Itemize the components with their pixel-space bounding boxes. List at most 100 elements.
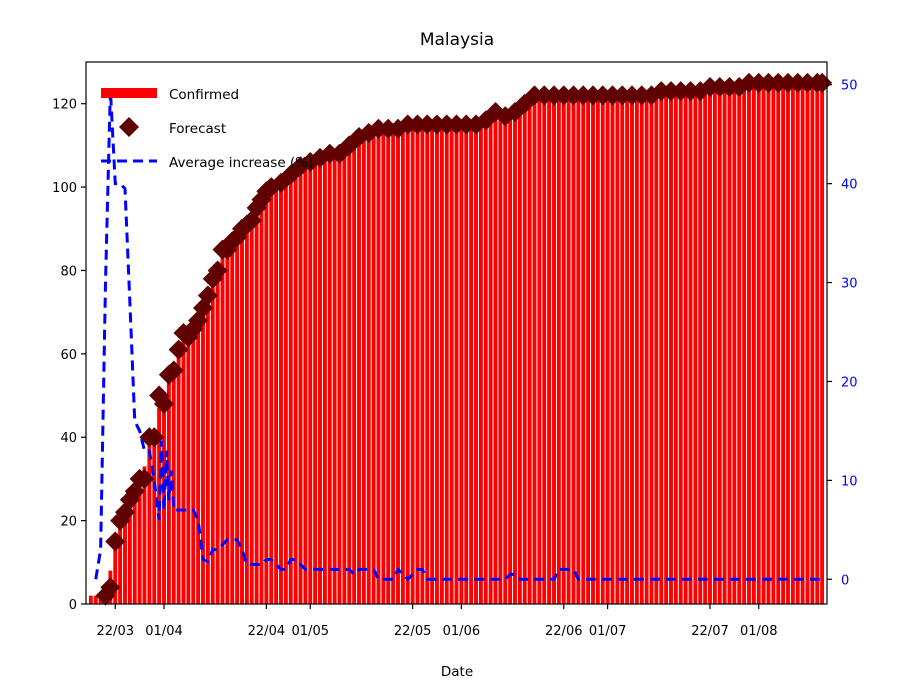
confirmed-bar [347,145,352,604]
confirmed-bar [498,112,503,604]
confirmed-bar [576,95,581,604]
confirmed-bar [815,82,820,605]
confirmed-bar [396,128,400,604]
confirmed-bar [352,141,357,604]
confirmed-bar [761,82,766,605]
y-tick-label: 60 [60,348,77,363]
confirmed-bar [556,95,561,604]
forecast-point [154,393,174,414]
confirmed-bar [415,124,420,604]
confirmed-bar [444,124,449,604]
confirmed-bar [230,237,235,605]
x-tick-label: 01/05 [292,624,329,639]
confirmed-bar [708,87,712,604]
confirmed-bars [88,82,825,605]
confirmed-bar [366,132,371,604]
y2-tick-label: 50 [841,79,858,94]
confirmed-bar [615,95,620,604]
legend-label-forecast: Forecast [169,121,226,137]
forecast-point [197,285,218,306]
y2-tick-label: 40 [841,178,858,193]
x-tick-label: 01/07 [589,624,626,639]
confirmed-bar [118,524,123,604]
confirmed-bar [800,82,805,605]
confirmed-bar [527,99,532,605]
forecast-point [163,360,184,381]
forecast-point [134,468,155,489]
confirmed-bar [132,487,137,604]
confirmed-bar [552,95,556,604]
confirmed-bar [123,512,127,604]
y2-tick-label: 20 [841,375,858,390]
confirmed-bar [732,87,737,604]
confirmed-bar [693,91,698,605]
confirmed-bar [171,366,176,604]
confirmed-bar [493,112,498,604]
confirmed-bar [308,162,313,604]
legend-swatch-confirmed [101,88,157,98]
confirmed-bar [371,132,376,604]
confirmed-bar [795,82,800,605]
confirmed-bar [781,82,786,605]
confirmed-bar [147,445,152,604]
confirmed-bar [449,124,454,604]
forecast-point [110,510,131,531]
confirmed-bar [303,162,308,604]
confirmed-bar [201,303,205,604]
confirmed-bar [586,95,591,604]
x-tick-label: 01/08 [740,624,777,639]
confirmed-bar [283,178,288,605]
y2-tick-label: 10 [841,474,858,489]
confirmed-bar [717,87,722,604]
confirmed-bar [532,95,537,604]
confirmed-bar [88,595,93,604]
x-tick-label: 01/06 [443,624,480,639]
confirmed-bar [322,153,327,604]
confirmed-bar [254,203,259,604]
confirmed-bar [249,212,254,604]
confirmed-bar [400,128,405,604]
confirmed-bar [630,95,634,604]
x-tick-label: 01/04 [145,624,182,639]
confirmed-bar [688,91,693,605]
confirmed-bar [313,157,318,604]
confirmed-bar [591,95,595,604]
forecast-point [105,531,126,552]
x-tick-label: 22/05 [394,624,431,639]
confirmed-bar [537,95,542,604]
confirmed-bar [698,91,703,605]
y-axis-right: 0 10 20 30 40 50 [827,79,858,588]
y-tick-label: 40 [60,431,77,446]
confirmed-bar [337,149,342,605]
confirmed-bar [454,124,459,604]
y-tick-label: 120 [52,98,77,113]
confirmed-bar [547,95,552,604]
confirmed-bar [722,87,727,604]
confirmed-bar [459,124,464,604]
confirmed-bar [776,82,781,605]
confirmed-bar [483,120,488,605]
y-tick-label: 0 [69,598,77,613]
confirmed-bar [191,328,196,604]
confirmed-bar [610,95,615,604]
confirmed-bar [269,187,274,604]
confirmed-bar [712,87,717,604]
confirmed-bar [181,337,186,604]
confirmed-bar [747,82,751,605]
confirmed-bar [420,124,425,604]
confirmed-bar [790,82,795,605]
confirmed-bar [298,166,303,605]
confirmed-bar [386,128,391,604]
confirmed-bar [561,95,566,604]
confirmed-bar [478,124,483,604]
confirmed-bar [376,128,381,604]
confirmed-bar [288,174,293,604]
plot-frame [85,61,828,605]
confirmed-bar [244,224,249,604]
confirmed-bar [332,153,337,604]
confirmed-bar [517,107,522,605]
confirmed-bar [327,153,332,604]
confirmed-bar [683,91,688,605]
y2-tick-label: 30 [841,277,858,292]
